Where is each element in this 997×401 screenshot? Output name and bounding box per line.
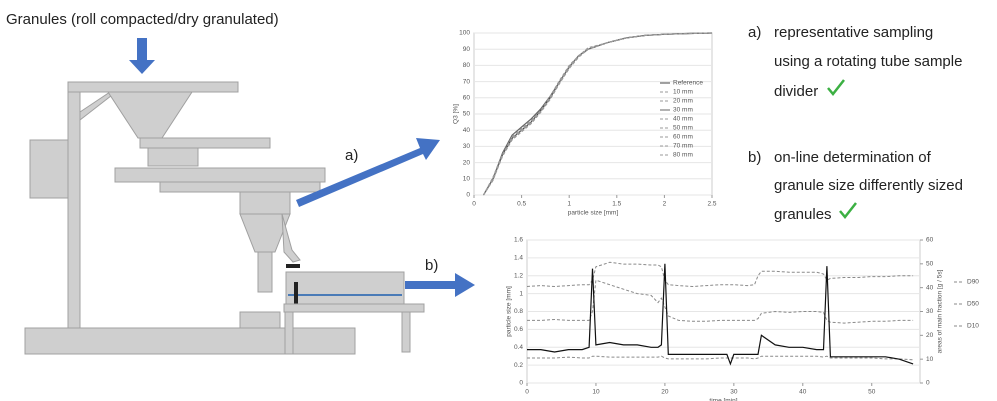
y-tick-label: 70 (463, 78, 471, 85)
legend-label: D10 (967, 323, 979, 330)
x-axis-label: time [min] (709, 398, 737, 401)
check-icon (839, 202, 857, 219)
y2-tick-label: 0 (926, 380, 930, 387)
x-tick-label: 1 (567, 201, 571, 208)
note-marker: b) (748, 149, 761, 166)
x-tick-label: 0 (472, 201, 476, 208)
note-line: using a rotating tube sample (774, 53, 962, 70)
y-tick-label: 1.6 (514, 237, 523, 244)
note-line: on-line determination of (774, 149, 932, 166)
x-tick-label: 30 (730, 389, 738, 396)
legend-label: D90 (967, 279, 979, 286)
y-tick-label: 30 (463, 143, 471, 150)
series-line (527, 279, 914, 324)
y-tick-label: 0 (519, 380, 523, 387)
y-tick-label: 50 (463, 111, 471, 118)
legend-label: 10 mm (673, 89, 693, 96)
legend-label: 60 mm (673, 134, 693, 141)
series-line (483, 32, 713, 196)
feed-arrow (129, 38, 155, 74)
arrow-b (405, 273, 475, 297)
x-tick-label: 10 (592, 389, 600, 396)
legend-label: 30 mm (673, 107, 693, 114)
x-tick-label: 20 (661, 389, 669, 396)
x-tick-label: 2 (663, 201, 667, 208)
note-marker: a) (748, 24, 761, 41)
x-tick-label: 50 (868, 389, 876, 396)
y-tick-label: 100 (459, 30, 470, 37)
y-tick-label: 0.4 (514, 344, 523, 351)
y-tick-label: 1 (519, 290, 523, 297)
series-line (527, 355, 914, 361)
x-tick-label: 2.5 (707, 201, 716, 208)
x-tick-label: 40 (799, 389, 807, 396)
y-axis-label: particle size [mm] (506, 286, 513, 337)
y-tick-label: 20 (463, 159, 471, 166)
y-tick-label: 90 (463, 46, 471, 53)
y-tick-label: 0.2 (514, 362, 523, 369)
series-line (483, 32, 713, 196)
legend-label: D50 (967, 301, 979, 308)
y-tick-label: 1.4 (514, 255, 523, 262)
series-line (527, 263, 914, 366)
y-tick-label: 10 (463, 176, 471, 183)
legend-label: 40 mm (673, 116, 693, 123)
x-tick-label: 1.5 (612, 201, 621, 208)
legend-label: 20 mm (673, 98, 693, 105)
y-tick-label: 40 (463, 127, 471, 134)
note-line: representative sampling (774, 24, 933, 41)
y2-tick-label: 60 (926, 237, 934, 244)
legend-label: 80 mm (673, 152, 693, 159)
y2-tick-label: 40 (926, 284, 934, 291)
y2-axis-label: areas of main fraction [g / 5s] (937, 269, 944, 353)
x-tick-label: 0 (525, 389, 529, 396)
x-axis-label: particle size [mm] (568, 210, 619, 217)
arrow-label: a) (345, 147, 358, 164)
y2-tick-label: 10 (926, 356, 934, 363)
y-tick-label: 80 (463, 62, 471, 69)
y-axis-label: Q3 [%] (453, 104, 460, 124)
y2-tick-label: 20 (926, 332, 934, 339)
y-tick-label: 0 (466, 192, 470, 199)
legend-label: 50 mm (673, 125, 693, 132)
figure-title: Granules (roll compacted/dry granulated) (6, 11, 279, 28)
y-tick-label: 0.6 (514, 326, 523, 333)
arrow-a (296, 138, 440, 207)
note-line: granule size differently sized (774, 177, 963, 194)
note-line: granules (774, 206, 832, 223)
y-tick-label: 60 (463, 95, 471, 102)
note-line: divider (774, 83, 818, 100)
machine (24, 81, 425, 355)
x-tick-label: 0.5 (517, 201, 526, 208)
series-line (526, 261, 914, 288)
y2-tick-label: 50 (926, 261, 934, 268)
arrow-label: b) (425, 257, 438, 274)
y2-tick-label: 30 (926, 308, 934, 315)
legend-label: Reference (673, 80, 703, 87)
check-icon (827, 79, 845, 96)
y-tick-label: 0.8 (514, 308, 523, 315)
legend-label: 70 mm (673, 143, 693, 150)
y-tick-label: 1.2 (514, 272, 523, 279)
